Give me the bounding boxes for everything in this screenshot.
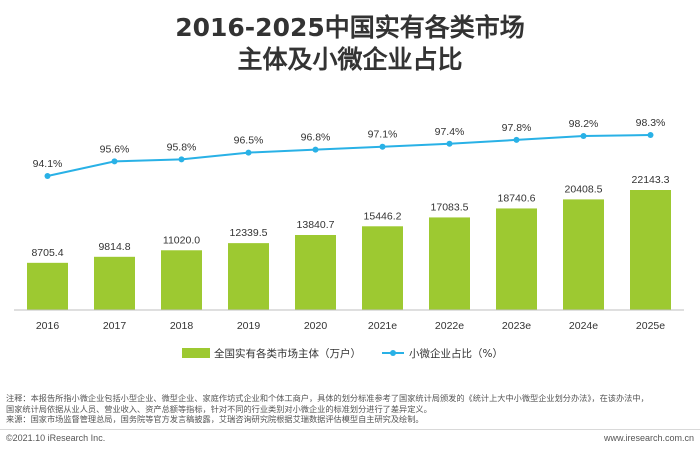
line-point bbox=[647, 132, 654, 138]
x-axis-ticks: 2016 2017 2018 2019 2020 2021e 2022e 2023e 2024e… bbox=[36, 320, 665, 332]
x-tick-label: 2024e bbox=[569, 320, 598, 332]
copyright: ©2021.10 iResearch Inc. bbox=[6, 433, 106, 443]
notes-line2: 国家统计局依据从业人员、营业收入、资产总额等指标，针对不同的行业类别对小微企业的… bbox=[6, 403, 432, 414]
bar bbox=[94, 256, 135, 310]
line-point bbox=[312, 146, 319, 153]
bars-layer: 8705.4 9814.8 11020.0 12339.5 13840.7 15446.2… bbox=[27, 174, 671, 310]
x-tick-label: 2017 bbox=[103, 320, 127, 332]
bar-value-label: 15446.2 bbox=[364, 210, 402, 222]
line-point bbox=[245, 149, 252, 156]
x-tick-label: 2019 bbox=[237, 320, 261, 332]
bar-value-label: 9814.8 bbox=[98, 241, 130, 253]
x-tick-label: 2023e bbox=[502, 320, 531, 332]
line-value-label: 97.1% bbox=[368, 129, 398, 141]
bar-value-label: 17083.5 bbox=[431, 201, 469, 213]
line-point bbox=[178, 156, 185, 163]
bar bbox=[27, 262, 68, 310]
bar bbox=[362, 226, 403, 310]
bar-value-label: 18740.6 bbox=[498, 192, 536, 204]
x-tick-label: 2018 bbox=[170, 320, 194, 332]
line-point bbox=[580, 132, 587, 139]
combo-chart: 8705.4 9814.8 11020.0 12339.5 13840.7 15446.2… bbox=[14, 118, 684, 360]
bar bbox=[496, 208, 537, 310]
line-point bbox=[446, 140, 453, 147]
bar-value-label: 11020.0 bbox=[163, 234, 200, 246]
bar-value-label: 8705.4 bbox=[31, 247, 63, 259]
line-value-label: 97.8% bbox=[502, 122, 532, 134]
bar-value-label: 22143.3 bbox=[632, 174, 670, 186]
line-point bbox=[111, 158, 118, 165]
line-series bbox=[47, 134, 651, 177]
chart-title-line2: 主体及小微企业占比 bbox=[237, 45, 463, 74]
legend-line-label: 小微企业占比（%） bbox=[409, 347, 503, 360]
line-value-label: 96.5% bbox=[234, 135, 264, 147]
legend: 全国实有各类市场主体（万户） 小微企业占比（%） bbox=[182, 347, 503, 360]
bar-value-label: 20408.5 bbox=[565, 183, 603, 195]
line-value-label: 95.6% bbox=[100, 143, 130, 155]
x-tick-label: 2022e bbox=[435, 320, 464, 332]
notes-source: 来源：国家市场监督管理总局，国务院等官方发言稿披露，艾瑞咨询研究院根据艾瑞数据评… bbox=[6, 414, 424, 424]
line-value-label: 95.8% bbox=[167, 141, 197, 153]
line-point bbox=[379, 143, 386, 150]
x-tick-label: 2020 bbox=[304, 320, 328, 332]
bar bbox=[429, 217, 470, 310]
website: www.iresearch.com.cn bbox=[603, 433, 694, 443]
bar bbox=[161, 250, 202, 310]
bar-value-label: 12339.5 bbox=[230, 227, 268, 239]
bar bbox=[228, 243, 269, 310]
line-point bbox=[44, 173, 51, 179]
line-value-label: 96.8% bbox=[301, 132, 331, 144]
line-value-label: 98.3% bbox=[636, 118, 666, 129]
bar bbox=[630, 190, 671, 310]
bar-value-label: 13840.7 bbox=[297, 219, 335, 231]
x-tick-label: 2025e bbox=[636, 320, 665, 332]
bar bbox=[295, 234, 336, 310]
legend-bar-swatch bbox=[182, 348, 210, 358]
bar bbox=[563, 199, 604, 310]
line-value-label: 97.4% bbox=[435, 126, 465, 138]
legend-line-marker bbox=[390, 350, 396, 356]
line-value-label: 94.1% bbox=[33, 158, 63, 170]
footer-divider bbox=[0, 429, 700, 430]
line-value-label: 98.2% bbox=[569, 118, 599, 130]
line-point bbox=[513, 136, 520, 143]
notes: 注释：本报告所指小微企业包括小型企业、微型企业、家庭作坊式企业和个体工商户，具体… bbox=[6, 393, 696, 425]
line-layer: 94.1% 95.6% 95.8% 96.5% 96.8% 97.1% 97.4% 97.8%… bbox=[33, 118, 666, 179]
legend-bar-label: 全国实有各类市场主体（万户） bbox=[214, 347, 361, 360]
notes-line1: 注释：本报告所指小微企业包括小型企业、微型企业、家庭作坊式企业和个体工商户，具体… bbox=[6, 393, 649, 403]
chart-title-line1: 2016-2025中国实有各类市场 bbox=[175, 13, 525, 42]
chart-title: 2016-2025中国实有各类市场 主体及小微企业占比 bbox=[0, 12, 700, 76]
x-tick-label: 2016 bbox=[36, 320, 60, 332]
x-tick-label: 2021e bbox=[368, 320, 397, 332]
